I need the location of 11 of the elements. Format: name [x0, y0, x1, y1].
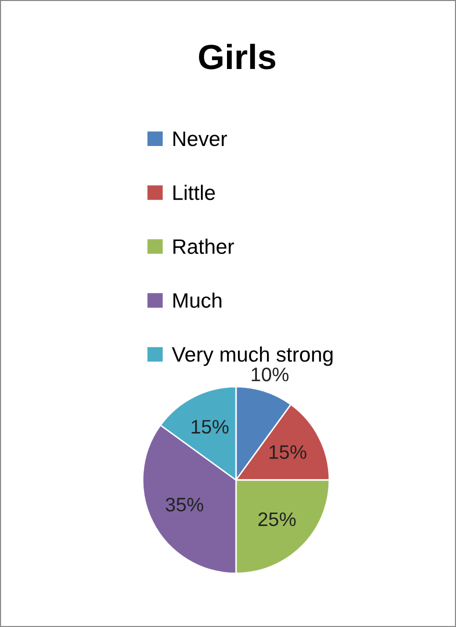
legend-label: Very much strong — [172, 346, 333, 366]
data-label: 25% — [258, 512, 296, 526]
legend-label: Little — [173, 184, 215, 200]
data-label: 15% — [192, 420, 228, 434]
legend-label: Never — [173, 132, 227, 146]
data-label: 10% — [252, 368, 289, 382]
legend-label: Much — [173, 292, 222, 308]
data-label: 15% — [270, 445, 306, 459]
legend-label: Rather — [173, 238, 234, 254]
chart-title: Girls — [198, 44, 276, 70]
data-label: 35% — [166, 498, 204, 512]
